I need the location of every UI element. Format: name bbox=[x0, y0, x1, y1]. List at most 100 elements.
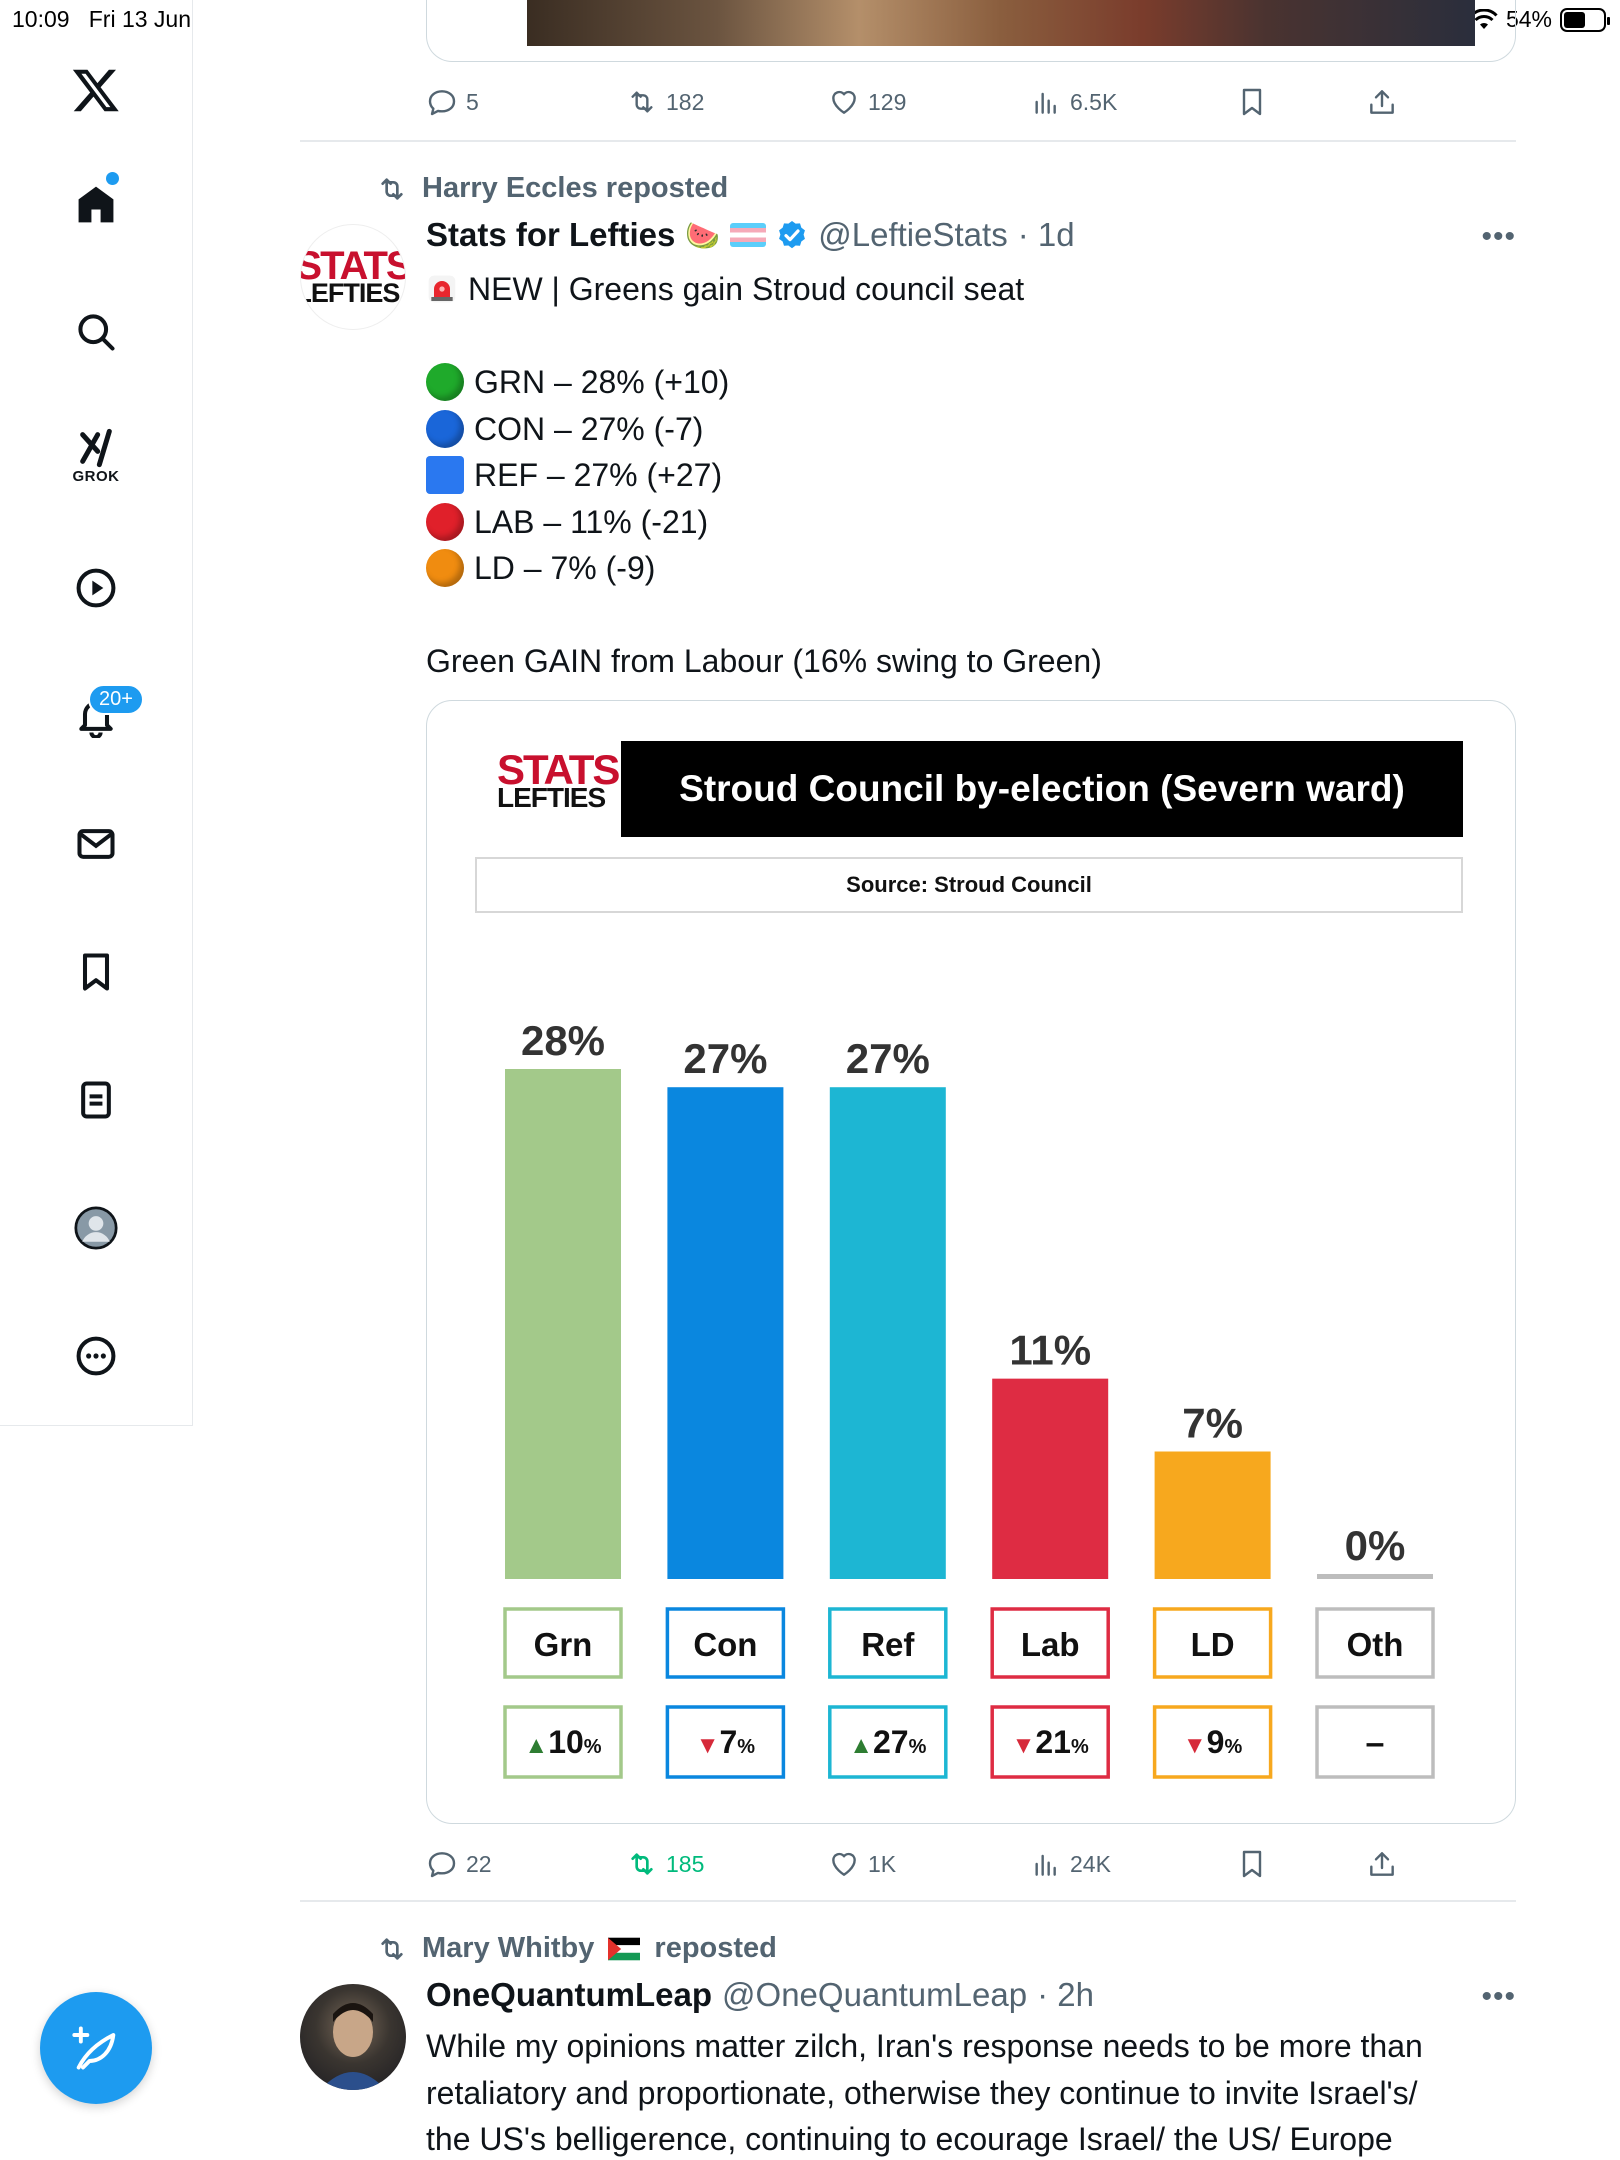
tweet-headline-line: NEW | Greens gain Stroud council seat bbox=[426, 266, 1486, 313]
bar-value-label: 27% bbox=[683, 1035, 767, 1082]
colored-circle-emoji-icon bbox=[426, 502, 464, 541]
up-arrow-icon: ▲ bbox=[524, 1732, 548, 1759]
trans-flag-icon bbox=[730, 223, 767, 247]
change-value: 10 bbox=[548, 1724, 584, 1760]
category-label: LD bbox=[1191, 1626, 1235, 1663]
repost-count: 185 bbox=[666, 1850, 705, 1877]
change-box bbox=[503, 1705, 623, 1779]
battery-icon bbox=[1560, 7, 1610, 32]
repost-icon bbox=[631, 1853, 653, 1875]
tweet-divider bbox=[300, 140, 1516, 142]
reposted-by: Harry Eccles reposted bbox=[422, 172, 729, 204]
sidebar-item-more[interactable] bbox=[66, 1326, 126, 1386]
siren-emoji-icon bbox=[428, 275, 456, 303]
compose-post-button[interactable] bbox=[40, 1992, 152, 2104]
like-button[interactable]: 129 bbox=[828, 86, 906, 118]
share-button[interactable] bbox=[1366, 86, 1398, 118]
home-unread-dot bbox=[106, 172, 119, 185]
repost-attribution[interactable]: Harry Eccles reposted bbox=[376, 172, 728, 205]
colored-circle-emoji-icon bbox=[426, 409, 464, 448]
bookmark-button[interactable] bbox=[1236, 1848, 1268, 1880]
down-arrow-icon: ▼ bbox=[1183, 1732, 1207, 1759]
bar-con bbox=[667, 1087, 784, 1579]
chart-logo: STATS LEFTIES bbox=[497, 746, 620, 814]
logo-line1: STATS bbox=[300, 243, 406, 288]
logo-line2: LEFTIES bbox=[300, 278, 400, 309]
search-icon bbox=[78, 314, 115, 351]
author-handle[interactable]: @OneQuantumLeap bbox=[722, 1976, 1028, 2013]
sidebar-item-lists[interactable] bbox=[66, 1070, 126, 1130]
tweet-summary-line: Green GAIN from Labour (16% swing to Gre… bbox=[426, 638, 1486, 685]
author-name[interactable]: OneQuantumLeap bbox=[426, 1976, 713, 2013]
views-button[interactable]: 24K bbox=[1030, 1848, 1111, 1880]
tweet-more-button[interactable]: ••• bbox=[1481, 1980, 1516, 2013]
bar-ref bbox=[829, 1087, 946, 1579]
repost-button[interactable]: 185 bbox=[626, 1848, 704, 1880]
author-avatar[interactable] bbox=[300, 1984, 406, 2090]
tweet-image-chart[interactable]: STATS LEFTIES Stroud Council by-election… bbox=[426, 700, 1516, 1824]
author-name[interactable]: Stats for Lefties bbox=[426, 216, 676, 253]
category-label: Oth bbox=[1347, 1626, 1404, 1663]
result-text: REF – 27% (+27) bbox=[474, 457, 723, 493]
previous-tweet-media[interactable] bbox=[426, 0, 1516, 62]
reply-button[interactable]: 22 bbox=[426, 1848, 492, 1880]
result-line: GRN – 28% (+10) bbox=[426, 359, 1486, 406]
reply-button[interactable]: 5 bbox=[426, 86, 479, 118]
tweet-text-line: retaliatory and proportionate, otherwise… bbox=[426, 2074, 1418, 2111]
change-label: ▲10% bbox=[524, 1724, 601, 1760]
share-button[interactable] bbox=[1366, 1848, 1398, 1880]
sidebar-item-profile[interactable] bbox=[66, 1198, 126, 1258]
author-avatar[interactable]: STATS LEFTIES bbox=[300, 224, 406, 330]
tweet-header: OneQuantumLeap @OneQuantumLeap · 2h bbox=[426, 1976, 1094, 2014]
category-box bbox=[665, 1607, 786, 1679]
like-button[interactable]: 1K bbox=[828, 1848, 896, 1880]
repost-icon bbox=[381, 177, 403, 200]
bookmark-button[interactable] bbox=[1236, 86, 1268, 118]
repost-button[interactable]: 182 bbox=[626, 86, 704, 118]
repost-attribution[interactable]: Mary Whitby reposted bbox=[376, 1932, 777, 1965]
views-button[interactable]: 6.5K bbox=[1030, 86, 1117, 118]
tweet-more-button[interactable]: ••• bbox=[1481, 220, 1516, 253]
share-icon bbox=[1370, 1852, 1394, 1876]
reply-icon bbox=[428, 1852, 456, 1878]
views-icon bbox=[1035, 92, 1056, 114]
author-handle[interactable]: @LeftieStats bbox=[818, 216, 1008, 253]
change-label: – bbox=[1366, 1724, 1385, 1762]
status-time: 10:09 Fri 13 Jun bbox=[12, 6, 191, 33]
tweet-header: Stats for Lefties 🍉 @LeftieStats · 1d bbox=[426, 216, 1075, 254]
bar-lab bbox=[992, 1378, 1109, 1579]
down-arrow-icon: ▼ bbox=[1012, 1732, 1036, 1759]
sidebar-item-explore[interactable] bbox=[66, 302, 126, 362]
reply-icon bbox=[428, 90, 456, 116]
category-label: Lab bbox=[1021, 1626, 1080, 1663]
notifications-badge: 20+ bbox=[88, 684, 144, 715]
chart-logo-line2: LEFTIES bbox=[497, 782, 606, 814]
sidebar-item-grok[interactable]: GROK bbox=[66, 418, 126, 485]
change-unit: % bbox=[737, 1736, 755, 1758]
category-label: Ref bbox=[861, 1626, 915, 1663]
home-icon bbox=[78, 186, 114, 223]
tweet-time[interactable]: · 2h bbox=[1037, 1976, 1094, 2013]
name-emoji: 🍉 bbox=[685, 219, 721, 251]
battery-percent: 54% bbox=[1505, 6, 1552, 32]
change-label: ▼7% bbox=[696, 1724, 756, 1760]
sidebar-item-videos[interactable] bbox=[66, 558, 126, 618]
tweet-actions: 22 185 1K 24K bbox=[426, 1842, 1516, 1886]
tweet-time[interactable]: · 1d bbox=[1017, 216, 1075, 253]
sidebar-item-messages[interactable] bbox=[66, 814, 126, 874]
result-line: REF – 27% (+27) bbox=[426, 452, 1486, 499]
category-label: Con bbox=[693, 1626, 757, 1663]
chart-title: Stroud Council by-election (Severn ward) bbox=[621, 741, 1463, 837]
bar-value-label: 11% bbox=[1009, 1327, 1091, 1374]
chart-logo-line1: STATS bbox=[497, 746, 620, 793]
profile-avatar-icon bbox=[74, 1206, 118, 1250]
x-logo-button[interactable] bbox=[66, 60, 126, 120]
sidebar-item-home[interactable] bbox=[66, 174, 126, 234]
change-box bbox=[1315, 1705, 1435, 1779]
grok-icon bbox=[80, 428, 112, 468]
reply-count: 5 bbox=[466, 88, 479, 115]
result-text: CON – 27% (-7) bbox=[474, 410, 704, 447]
sidebar-item-bookmarks[interactable] bbox=[66, 942, 126, 1002]
blue-square-emoji-icon bbox=[426, 456, 464, 495]
category-box bbox=[1315, 1607, 1435, 1679]
